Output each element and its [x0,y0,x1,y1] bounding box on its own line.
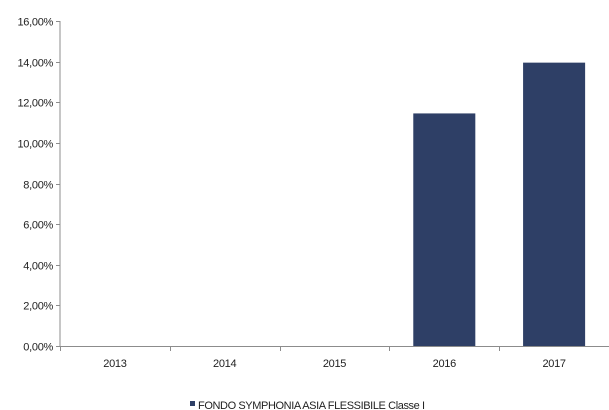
bar-2016 [413,113,476,346]
y-tick-label: 8,00% [23,180,53,192]
legend-label: FONDO SYMPHONIA ASIA FLESSIBILE Classe I [198,400,425,410]
y-tick-label: 10,00% [17,139,53,151]
y-tick-label: 12,00% [17,98,53,110]
y-tick-label: 6,00% [23,220,53,232]
x-tick-label: 2016 [433,358,456,370]
y-tick-label: 16,00% [17,17,53,29]
y-tick-label: 2,00% [23,301,53,313]
x-tick-label: 2014 [213,358,236,370]
x-tick-label: 2015 [323,358,346,370]
y-tick-label: 14,00% [17,58,53,70]
bars [413,62,586,346]
bar-2017 [523,62,586,346]
legend: FONDO SYMPHONIA ASIA FLESSIBILE Classe I [190,400,425,410]
y-tick-label: 0,00% [23,342,53,354]
legend-swatch [190,401,195,406]
x-tick-label: 2013 [103,358,126,370]
x-tick-label: 2017 [542,358,565,370]
y-axis: 0,00% 2,00% 4,00% 6,00% 8,00% 10,00% 12,00% 14,… [17,17,61,354]
y-tick-label: 4,00% [23,261,53,273]
x-axis: 2013 2014 2015 2016 2017 [60,346,609,370]
